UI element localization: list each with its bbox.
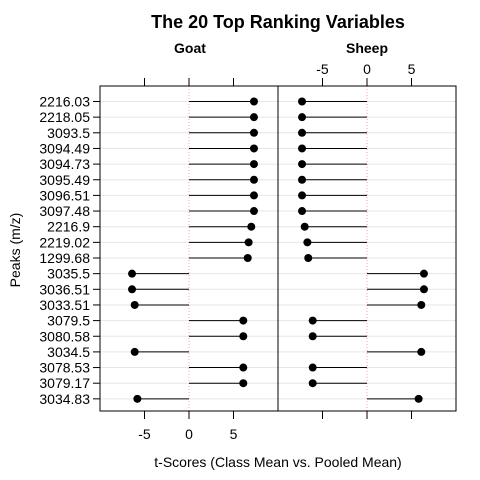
data-point — [247, 222, 256, 231]
panel-border — [277, 85, 457, 412]
data-point — [249, 191, 258, 200]
y-tick-label: 3093.5 — [47, 125, 90, 141]
panel-label-goat: Goat — [174, 40, 206, 56]
data-point — [239, 379, 248, 388]
data-point — [128, 269, 137, 278]
data-point — [298, 128, 307, 137]
data-point — [419, 269, 428, 278]
data-point — [239, 332, 248, 341]
data-point — [249, 128, 258, 137]
data-point — [298, 175, 307, 184]
data-point — [249, 160, 258, 169]
y-tick-label: 3079.5 — [47, 313, 90, 329]
y-tick-label: 2219.02 — [39, 234, 90, 250]
data-point — [128, 285, 137, 294]
y-tick-label: 3078.53 — [39, 360, 90, 376]
y-tick-label: 3035.5 — [47, 266, 90, 282]
data-point — [249, 113, 258, 122]
data-point — [249, 144, 258, 153]
data-point — [249, 175, 258, 184]
data-point — [244, 238, 253, 247]
data-point — [298, 113, 307, 122]
data-point — [300, 222, 309, 231]
x-tick-label: 0 — [185, 426, 193, 442]
panel-label-sheep: Sheep — [346, 40, 388, 56]
x-tick-label: -5 — [316, 61, 329, 77]
data-point — [298, 207, 307, 216]
y-tick-label: 3096.51 — [39, 187, 90, 203]
y-axis-label: Peaks (m/z) — [7, 213, 23, 288]
y-tick-label: 3094.73 — [39, 156, 90, 172]
x-tick-label: 5 — [408, 61, 416, 77]
y-tick-label: 3034.83 — [39, 391, 90, 407]
data-point — [414, 394, 423, 403]
y-tick-label: 3095.49 — [39, 172, 90, 188]
data-point — [249, 97, 258, 106]
data-point — [298, 144, 307, 153]
data-point — [298, 191, 307, 200]
y-tick-label: 3080.58 — [39, 328, 90, 344]
x-tick-label: 5 — [230, 426, 238, 442]
data-point — [243, 254, 252, 262]
data-point — [239, 316, 248, 325]
plot-area: -5 0 5 -5 0 5 2216.032218.053093.53094.493094.… — [39, 61, 457, 442]
data-point — [298, 97, 307, 106]
data-point — [249, 207, 258, 216]
data-point — [308, 332, 317, 341]
data-point — [298, 160, 307, 169]
data-point — [239, 363, 248, 372]
y-tick-label: 3034.5 — [47, 344, 90, 360]
data-point — [304, 254, 313, 262]
data-point — [303, 238, 312, 247]
chart-title: The 20 Top Ranking Variables — [151, 12, 405, 32]
y-tick-label: 3097.48 — [39, 203, 90, 219]
y-tick-label: 3036.51 — [39, 281, 90, 297]
data-point — [308, 379, 317, 388]
data-point — [308, 316, 317, 325]
data-point — [308, 363, 317, 372]
y-tick-label: 2216.9 — [47, 219, 90, 235]
y-tick-label: 2216.03 — [39, 94, 90, 110]
x-axis-label: t-Scores (Class Mean vs. Pooled Mean) — [154, 454, 401, 470]
data-point — [130, 347, 139, 356]
x-tick-label: 0 — [363, 61, 371, 77]
y-tick-label: 1299.68 — [39, 250, 90, 266]
y-tick-label: 3094.49 — [39, 140, 90, 156]
data-point — [130, 300, 139, 309]
y-tick-label: 3079.17 — [39, 375, 90, 391]
data-point — [419, 285, 428, 294]
y-tick-label: 2218.05 — [39, 109, 90, 125]
x-tick-label: -5 — [138, 426, 151, 442]
data-point — [133, 394, 142, 403]
data-point — [417, 347, 426, 356]
y-tick-label: 3033.51 — [39, 297, 90, 313]
data-point — [417, 300, 426, 309]
